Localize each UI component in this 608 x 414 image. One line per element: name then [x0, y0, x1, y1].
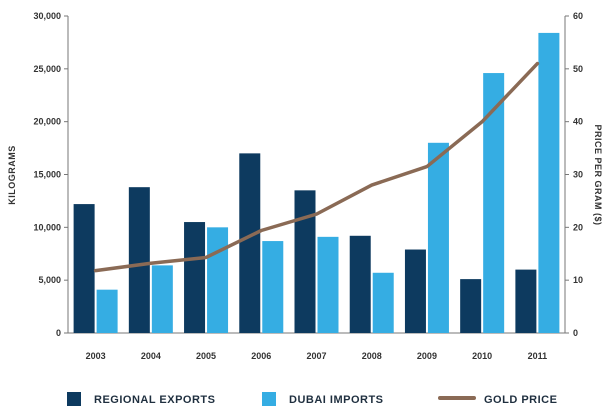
dubai-imports-bar	[96, 289, 118, 333]
dubai-imports-bar	[317, 236, 339, 333]
dubai-imports-bar	[483, 73, 505, 333]
chart-ticks: 0 5,000 10,000 15,000 20,000 25,000 30,000 0 10 2…	[33, 11, 583, 361]
legend-label-dubai-imports: DUBAI IMPORTS	[289, 394, 384, 406]
regional-exports-bar	[515, 269, 537, 333]
dubai-imports-bar	[151, 265, 173, 333]
y2-tick-label: 30	[573, 170, 583, 180]
legend-swatch-dubai-imports	[262, 392, 276, 406]
y-tick-label: 20,000	[33, 117, 61, 127]
regional-exports-bar	[128, 187, 150, 333]
legend-swatch-regional-exports	[67, 392, 81, 406]
regional-exports-bar	[460, 279, 482, 333]
y2-tick-label: 10	[573, 275, 583, 285]
y-tick-label: 15,000	[33, 170, 61, 180]
x-tick-label: 2009	[417, 351, 437, 361]
y2-tick-label: 60	[573, 11, 583, 21]
regional-exports-bar	[184, 222, 206, 333]
chart-axes	[64, 15, 569, 334]
legend-label-gold-price: GOLD PRICE	[484, 394, 557, 406]
x-tick-label: 2011	[528, 351, 548, 361]
x-tick-label: 2005	[196, 351, 216, 361]
dubai-imports-bar	[427, 142, 449, 333]
dubai-imports-bar	[207, 227, 229, 333]
regional-exports-bar	[73, 204, 95, 333]
chart-bars	[73, 32, 560, 333]
y2-tick-label: 20	[573, 222, 583, 232]
legend-label-regional-exports: REGIONAL EXPORTS	[94, 394, 215, 406]
regional-exports-bar	[404, 249, 426, 333]
y2-tick-label: 0	[573, 328, 578, 338]
y2-axis-label: PRICE PER GRAM ($)	[593, 124, 603, 225]
x-tick-label: 2010	[472, 351, 492, 361]
y-tick-label: 25,000	[33, 64, 61, 74]
chart-line	[93, 61, 540, 273]
regional-exports-bar	[239, 153, 261, 333]
dubai-imports-bar	[538, 32, 560, 333]
x-tick-label: 2006	[251, 351, 271, 361]
x-tick-label: 2004	[141, 351, 161, 361]
x-tick-label: 2007	[306, 351, 326, 361]
y-axis-label: KILOGRAMS	[7, 145, 17, 205]
chart-legend: REGIONAL EXPORTS DUBAI IMPORTS GOLD PRICE	[67, 392, 557, 406]
regional-exports-bar	[294, 190, 316, 333]
x-tick-label: 2008	[362, 351, 382, 361]
dubai-imports-bar	[262, 241, 284, 333]
y2-tick-label: 50	[573, 64, 583, 74]
y-tick-label: 10,000	[33, 222, 61, 232]
gold-price-line	[93, 61, 540, 273]
regional-exports-bar	[349, 235, 371, 333]
x-tick-label: 2003	[86, 351, 106, 361]
dubai-imports-bar	[372, 272, 394, 333]
y-tick-label: 30,000	[33, 11, 61, 21]
y2-tick-label: 40	[573, 117, 583, 127]
y-tick-label: 0	[56, 328, 61, 338]
y-tick-label: 5,000	[38, 275, 61, 285]
